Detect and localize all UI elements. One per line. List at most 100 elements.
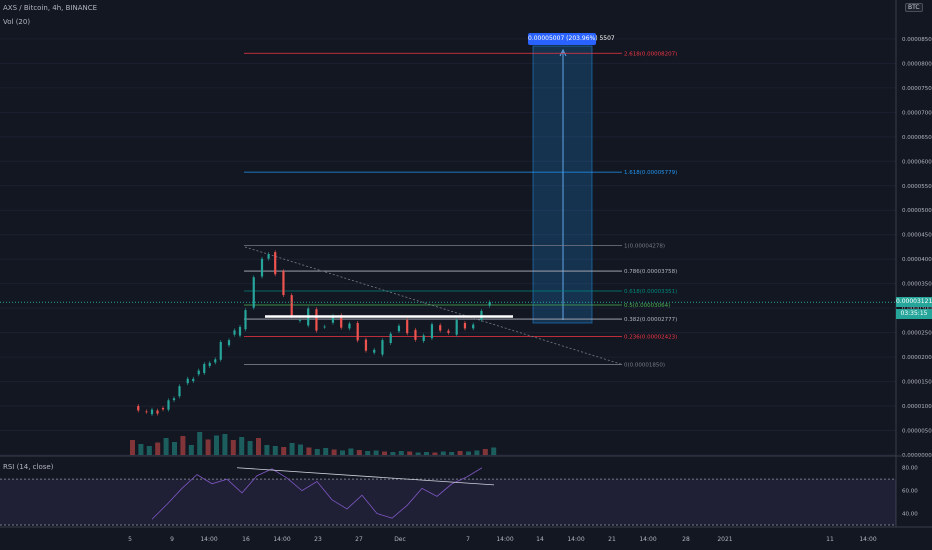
y-tick-label: 0.00008500 [902, 37, 932, 43]
volume-bar [382, 451, 387, 455]
x-tick-label: 27 [355, 536, 363, 543]
volume-bar [482, 449, 488, 455]
y-tick-label: 0.00007500 [902, 86, 932, 92]
x-tick-label: 9 [170, 536, 174, 543]
candle-body [244, 310, 247, 330]
candle-body [447, 330, 450, 333]
volume-bar [281, 447, 287, 455]
candle-body [233, 330, 236, 335]
y-tick-label: 0.00001500 [902, 380, 932, 386]
candle-body [356, 323, 359, 341]
candle-body [156, 410, 159, 414]
candle-body [348, 323, 351, 329]
candle-body [260, 258, 264, 277]
volume-bar [348, 448, 354, 455]
y-tick-label: 0.00006500 [902, 135, 932, 141]
volume-bar [205, 439, 211, 455]
x-tick-label: 23 [314, 536, 322, 543]
y-tick-label: 0.00004500 [902, 233, 932, 239]
candle-body [406, 320, 409, 334]
volume-bar [155, 442, 161, 455]
measure-arrowhead [559, 48, 567, 57]
y-tick-label: 0.00006000 [902, 159, 932, 165]
volume-bar [130, 440, 135, 455]
y-tick-label: 0.00002500 [902, 331, 932, 337]
candle-body [203, 363, 206, 374]
candle-body [439, 325, 442, 331]
x-tick-label: 11 [826, 536, 834, 543]
x-tick-label: 2021 [717, 536, 732, 543]
volume-bar [440, 451, 446, 455]
rsi-line [151, 467, 483, 520]
volume-bar [163, 438, 169, 455]
x-tick-label: 16 [242, 536, 250, 543]
volume-bar [138, 444, 144, 455]
volume-bar [356, 450, 362, 455]
volume-bar [365, 451, 371, 455]
candle-body [340, 315, 343, 328]
fib-level-label: 2.618(0.00008207) [624, 51, 677, 57]
volume-bar [432, 452, 438, 455]
currency-badge[interactable]: BTC [905, 3, 923, 12]
volume-bar [230, 440, 236, 455]
x-tick-label: 28 [682, 536, 690, 543]
volume-bar [247, 441, 253, 455]
volume-bar [474, 450, 480, 455]
volume-bar [390, 452, 396, 455]
candle-body [290, 295, 293, 317]
candle-body [463, 322, 467, 329]
rsi-label: RSI (14, close) [3, 463, 54, 471]
x-tick-label: 14 [536, 536, 544, 543]
fib-level-label: 1(0.00004278) [624, 244, 665, 250]
candle-body [137, 406, 140, 411]
volume-bar [180, 436, 186, 455]
volume-label: Vol (20) [3, 18, 31, 26]
volume-bar [272, 446, 278, 455]
volume-bar [373, 450, 379, 455]
candle-body [373, 349, 376, 353]
x-tick-label: 14:00 [496, 536, 513, 543]
candle-body [172, 398, 176, 401]
x-tick-label: Dec [394, 536, 406, 543]
candle-body [252, 277, 255, 308]
rsi-trendline [236, 467, 495, 486]
fib-level-label: 0.5(0.00003064) [624, 303, 670, 309]
volume-bar [289, 443, 295, 455]
x-tick-label: 7 [466, 536, 470, 543]
candle-body [145, 411, 148, 413]
fib-level-label: 0.618(0.00003351) [624, 289, 677, 295]
countdown-badge: 03:35:15 [896, 309, 932, 319]
volume-bar [424, 452, 429, 455]
x-tick-label: 21 [608, 536, 616, 543]
x-tick-label: 14:00 [273, 536, 290, 543]
candle-body [282, 271, 285, 296]
last-price-badge: 0.00003121 [896, 297, 932, 307]
fib-level-label: 0.786(0.00003758) [624, 269, 677, 275]
candle-body [422, 335, 425, 342]
volume-bar [256, 438, 261, 455]
candle-body [488, 302, 491, 306]
y-tick-label: 0.00000500 [902, 429, 932, 435]
volume-bar [222, 434, 228, 455]
x-tick-label: 14:00 [859, 536, 876, 543]
volume-bar [331, 449, 337, 455]
volume-bar [197, 432, 203, 455]
volume-bar [398, 451, 404, 455]
x-tick-label: 5 [128, 536, 132, 543]
candle-body [472, 324, 475, 329]
fib-level-label: 0.236(0.00002423) [624, 334, 677, 340]
volume-bar [340, 450, 345, 455]
candle-body [455, 320, 458, 335]
trendline [244, 246, 623, 365]
measure-label: 0.00005007 (203.96%) 5507 [528, 33, 615, 45]
volume-bar [314, 449, 320, 455]
x-tick-label: 14:00 [639, 536, 656, 543]
x-tick-label: 14:00 [567, 536, 584, 543]
candle-body [214, 359, 217, 363]
candle-body [397, 325, 401, 332]
candle-body [364, 339, 368, 351]
candle-body [227, 340, 231, 346]
y-tick-label: 0.00007000 [902, 110, 932, 116]
volume-bar [239, 437, 245, 455]
